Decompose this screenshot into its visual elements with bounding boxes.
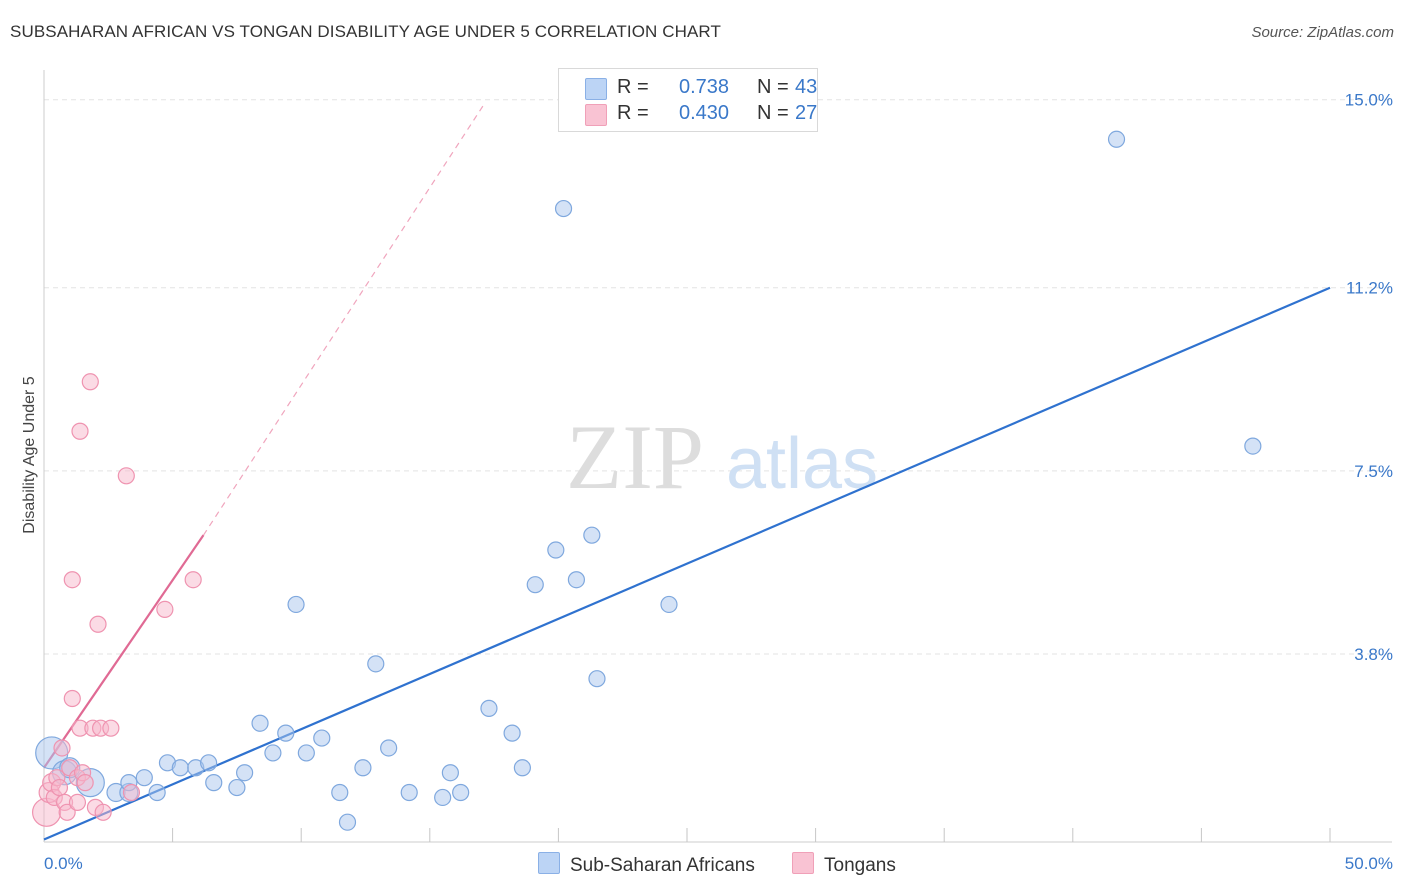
point-sub-saharan bbox=[228, 778, 246, 797]
point-tongan bbox=[184, 571, 202, 589]
point-sub-saharan bbox=[331, 783, 349, 802]
point-tongan bbox=[53, 739, 71, 757]
point-sub-saharan bbox=[200, 754, 218, 772]
point-sub-saharan bbox=[236, 764, 254, 782]
point-sub-saharan bbox=[148, 783, 166, 802]
bottom-legend-label: Tongans bbox=[824, 855, 896, 876]
trend-lines bbox=[43, 104, 1331, 841]
point-tongan bbox=[71, 422, 89, 440]
point-sub-saharan bbox=[264, 744, 282, 762]
point-tongan bbox=[63, 571, 81, 589]
x-tick-label: 0.0% bbox=[44, 854, 83, 873]
point-sub-saharan bbox=[567, 571, 586, 589]
point-sub-saharan bbox=[503, 724, 521, 742]
legend-n-value: 43 bbox=[795, 76, 818, 98]
stats-legend: R = 0.738 N = 43 R = 0.430 N = 27 bbox=[558, 68, 818, 132]
gridlines bbox=[44, 99, 1392, 655]
point-sub-saharan bbox=[547, 541, 565, 559]
x-tick-label: 50.0% bbox=[1345, 854, 1393, 873]
point-tongan bbox=[58, 803, 76, 821]
point-tongan bbox=[122, 783, 141, 802]
legend-swatch-pink bbox=[585, 104, 607, 126]
y-tick-label: 3.8% bbox=[1354, 645, 1393, 664]
watermark-atlas: atlas bbox=[726, 424, 878, 504]
chart-title: SUBSAHARAN AFRICAN VS TONGAN DISABILITY … bbox=[10, 22, 721, 41]
point-sub-saharan bbox=[452, 783, 470, 802]
point-tongan bbox=[94, 803, 112, 821]
point-sub-saharan bbox=[400, 783, 418, 802]
tick-labels: 3.8% 7.5% 11.2% 15.0% 0.0% 50.0% bbox=[44, 91, 1393, 873]
point-tongan bbox=[89, 615, 107, 633]
point-sub-saharan bbox=[583, 526, 601, 544]
point-sub-saharan bbox=[135, 769, 153, 787]
point-sub-saharan bbox=[367, 655, 385, 673]
legend-swatch-blue bbox=[585, 78, 607, 100]
point-sub-saharan bbox=[480, 699, 498, 717]
point-sub-saharan bbox=[380, 739, 398, 757]
point-sub-saharan bbox=[313, 729, 331, 747]
point-sub-saharan bbox=[338, 813, 357, 831]
point-sub-saharan bbox=[1244, 437, 1262, 455]
point-sub-saharan bbox=[171, 759, 189, 777]
point-tongan bbox=[76, 774, 94, 792]
legend-r-label: R = bbox=[617, 102, 649, 124]
point-sub-saharan bbox=[297, 744, 315, 762]
point-sub-saharan bbox=[354, 759, 372, 777]
point-sub-saharan bbox=[1107, 130, 1126, 148]
point-sub-saharan bbox=[434, 788, 452, 807]
legend-r-value: 0.430 bbox=[679, 102, 730, 124]
legend-r-value: 0.738 bbox=[679, 76, 730, 98]
watermark-zip: ZIP bbox=[566, 406, 704, 508]
point-sub-saharan bbox=[526, 576, 544, 594]
trend-line-tongans bbox=[43, 534, 205, 769]
point-sub-saharan bbox=[205, 774, 223, 792]
bottom-legend-label: Sub-Saharan Africans bbox=[570, 855, 755, 876]
point-sub-saharan bbox=[588, 670, 606, 688]
point-tongan bbox=[50, 778, 69, 797]
bottom-legend-swatch-blue bbox=[538, 852, 560, 874]
legend-r-label: R = bbox=[617, 76, 649, 98]
point-sub-saharan bbox=[513, 759, 531, 777]
point-sub-saharan bbox=[277, 724, 295, 742]
point-sub-saharan bbox=[554, 199, 573, 218]
data-points bbox=[31, 130, 1262, 831]
legend-n-label: N = bbox=[757, 76, 789, 98]
y-tick-label: 11.2% bbox=[1346, 279, 1393, 298]
point-sub-saharan bbox=[441, 764, 459, 782]
source-credit: Source: ZipAtlas.com bbox=[1251, 24, 1394, 41]
bottom-legend-swatch-pink bbox=[792, 852, 814, 874]
trend-extension-tongans bbox=[202, 104, 485, 536]
point-sub-saharan bbox=[660, 595, 678, 614]
point-tongan bbox=[156, 600, 174, 619]
trend-line-sub-saharan bbox=[43, 286, 1331, 841]
point-tongan bbox=[81, 373, 99, 391]
point-tongan bbox=[63, 689, 81, 708]
point-sub-saharan bbox=[251, 714, 269, 732]
point-tongan bbox=[102, 719, 120, 737]
point-tongan bbox=[117, 467, 135, 485]
bottom-legend-sub-saharan: Sub-Saharan Africans bbox=[538, 852, 755, 877]
axes bbox=[43, 70, 1392, 843]
bottom-legend-tongans: Tongans bbox=[792, 852, 896, 877]
y-tick-label: 7.5% bbox=[1354, 462, 1393, 481]
point-sub-saharan bbox=[287, 595, 305, 614]
legend-n-label: N = bbox=[757, 102, 789, 124]
y-tick-label: 15.0% bbox=[1345, 91, 1393, 110]
legend-n-value: 27 bbox=[795, 102, 818, 124]
point-tongan bbox=[68, 793, 87, 812]
